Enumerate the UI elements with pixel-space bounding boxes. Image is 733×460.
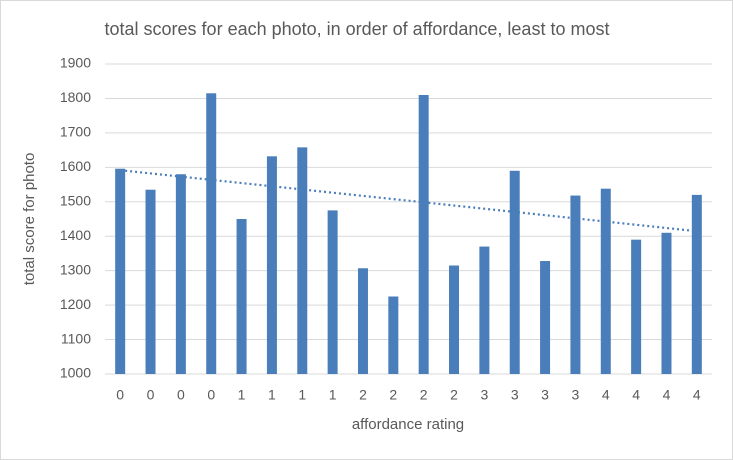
bar [145,189,156,374]
y-tick-label: 1500 [60,192,91,208]
y-tick-label: 1300 [60,261,91,277]
x-tick-label: 0 [207,387,215,403]
bar [388,296,399,374]
x-tick-label: 2 [450,387,458,403]
y-axis-label: total score for photo [21,153,38,286]
y-tick-label: 1700 [60,124,91,140]
bar [600,188,611,374]
y-tick-label: 1900 [60,55,91,71]
chart-title: total scores for each photo, in order of… [105,19,610,39]
bar [449,265,460,374]
bar [236,219,247,374]
bar [206,93,217,375]
x-tick-label: 1 [298,387,306,403]
x-tick-label: 3 [511,387,519,403]
bar [691,194,702,374]
x-tick-label: 4 [632,387,640,403]
y-tick-label: 1000 [60,365,91,381]
bar [175,174,186,374]
x-tick-label: 2 [389,387,397,403]
bar [479,246,490,374]
x-tick-label: 3 [480,387,488,403]
bar [266,156,277,374]
x-tick-label: 1 [329,387,337,403]
x-axis-label: affordance rating [352,416,464,433]
y-tick-label: 1400 [60,227,91,243]
x-tick-label: 4 [602,387,610,403]
y-tick-label: 1600 [60,158,91,174]
bar [327,210,338,374]
x-tick-label: 2 [420,387,428,403]
x-tick-label: 1 [238,387,246,403]
y-tick-label: 1800 [60,89,91,105]
x-tick-label: 1 [268,387,276,403]
trendline [120,169,697,233]
x-tick-label: 4 [663,387,671,403]
x-tick-label: 2 [359,387,367,403]
x-tick-label: 0 [116,387,124,403]
bar [297,147,308,374]
bar [418,95,429,374]
bar [115,168,126,374]
bar [357,268,368,374]
bar [570,195,581,374]
bar [509,170,520,374]
bar [540,261,551,374]
bar [661,232,672,374]
x-tick-label: 4 [693,387,701,403]
y-tick-label: 1200 [60,296,91,312]
x-tick-label: 0 [147,387,155,403]
x-tick-label: 3 [541,387,549,403]
y-tick-label: 1100 [61,330,91,346]
bar [631,239,642,374]
x-tick-label: 3 [572,387,580,403]
x-tick-label: 0 [177,387,185,403]
